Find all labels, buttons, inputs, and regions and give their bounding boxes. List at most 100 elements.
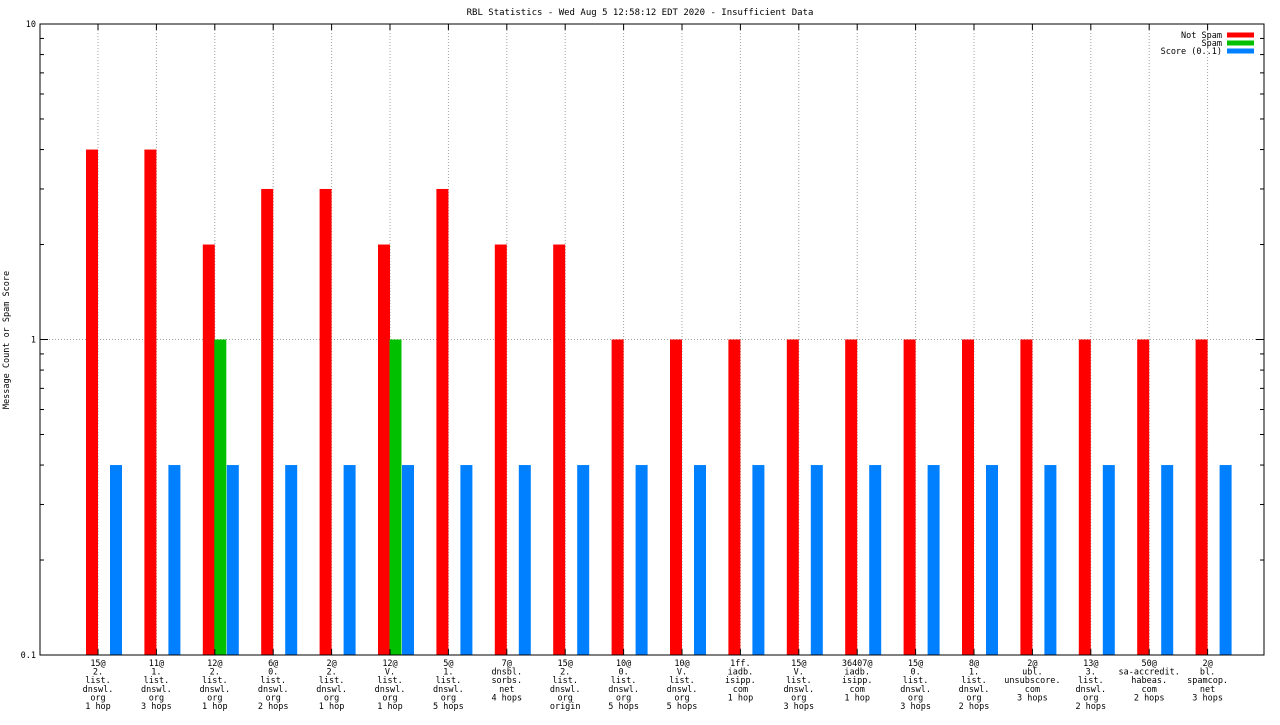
bar-not-spam-13 [786, 339, 799, 655]
bar-score-0-1-10 [635, 465, 648, 655]
x-tick-label-line: 3 hops [141, 702, 172, 712]
x-tick-label-line: list. [903, 676, 929, 686]
x-tick-label-line: 3 hops [1017, 693, 1048, 703]
x-tick-label-line: iadb. [844, 668, 870, 678]
x-tick-label-line: 13@ [1083, 659, 1098, 669]
bar-score-0-1-3 [226, 465, 239, 655]
legend-swatch [1227, 40, 1254, 46]
x-tick-label-line: org [441, 693, 456, 703]
tick-layer: 0.1 1 10 [21, 20, 1264, 661]
bar-not-spam-7 [436, 188, 449, 655]
x-tick-label-line: 2@ [1202, 659, 1212, 669]
x-tick-label-line: dnswl. [433, 685, 464, 695]
x-tick-label-line: isipp. [842, 676, 873, 686]
x-tick-label-line: org [207, 693, 222, 703]
x-tick-label-line: 50@ [1142, 659, 1157, 669]
bar-score-0-1-4 [285, 465, 298, 655]
x-tick-label-line: list. [202, 676, 228, 686]
x-tick-label-line: dnswl. [375, 685, 406, 695]
x-tick-label-line: dnswl. [83, 685, 114, 695]
x-tick-label-line: spamcop. [1187, 676, 1228, 686]
x-tick-label-line: 2@ [1027, 659, 1037, 669]
x-tick-label-line: org [324, 693, 339, 703]
bar-not-spam-3 [202, 244, 215, 656]
x-tick-label-line: org [90, 693, 105, 703]
y-axis-label: Message Count or Spam Score [2, 271, 12, 409]
x-tick-label-line: dnsbl. [491, 668, 522, 678]
x-tick-label-line: 2. [210, 668, 220, 678]
y-tick-label: 10 [26, 20, 36, 30]
x-tick-label-line: dnswl. [1075, 685, 1106, 695]
x-tick-label-line: 15@ [908, 659, 923, 669]
bar-score-0-1-11 [694, 465, 706, 655]
x-tick-label-line: 7@ [502, 659, 512, 669]
x-tick-label-line: 0. [618, 668, 628, 678]
x-tick-label-line: list. [611, 676, 637, 686]
x-tick-label-line: dnswl. [959, 685, 990, 695]
x-tick-label-line: 1 hop [85, 702, 111, 712]
x-tick-label-line: 8@ [969, 659, 979, 669]
bar-score-0-1-7 [460, 465, 473, 655]
x-tick-label-line: dnswl. [550, 685, 581, 695]
x-tick-label-line: org [382, 693, 397, 703]
x-tick-label-line: 36407@ [842, 659, 873, 669]
x-tick-label-line: 6@ [268, 659, 278, 669]
bar-not-spam-2 [144, 149, 157, 655]
legend-swatch [1227, 32, 1254, 38]
bar-score-0-1-5 [343, 465, 356, 655]
legend-label: Score (0..1) [1161, 47, 1222, 57]
x-tick-label-line: unsubscore. [1004, 676, 1060, 686]
bar-not-spam-8 [494, 244, 507, 656]
x-tick-label-line: list. [961, 676, 987, 686]
y-tick-label: 1 [31, 336, 36, 346]
x-tick-label-line: com [733, 685, 748, 695]
bar-score-0-1-15 [927, 465, 940, 655]
x-tick-label-line: 2. [93, 668, 103, 678]
bar-not-spam-6 [378, 244, 390, 656]
x-tick-label-line: 10@ [674, 659, 689, 669]
x-tick-label-line: org [616, 693, 631, 703]
x-tick-label-line: 2 hops [959, 702, 990, 712]
bar-score-0-1-20 [1219, 465, 1232, 655]
x-tick-label-line: 5 hops [608, 702, 639, 712]
x-tick-label-line: com [850, 685, 865, 695]
x-tick-label-line: list. [552, 676, 578, 686]
x-tick-label-line: dnswl. [258, 685, 289, 695]
x-tick-label-line: 0. [268, 668, 278, 678]
x-tick-label-line: com [1142, 685, 1157, 695]
x-tick-label-line: list. [85, 676, 111, 686]
bar-not-spam-5 [319, 188, 332, 655]
x-tick-label-line: 15@ [558, 659, 573, 669]
x-tick-label-line: 10@ [616, 659, 631, 669]
legend-swatch [1227, 48, 1254, 54]
x-tick-label-line: com [1025, 685, 1040, 695]
bar-layer [86, 149, 1232, 656]
bar-score-0-1-6 [402, 465, 414, 655]
x-tick-label-line: org [966, 693, 981, 703]
x-tick-label-line: list. [144, 676, 170, 686]
bar-not-spam-14 [845, 339, 858, 655]
x-tick-label-line: org [908, 693, 923, 703]
x-tick-label-line: dnswl. [199, 685, 230, 695]
x-tick-label-line: 3 hops [900, 702, 931, 712]
bar-not-spam-15 [903, 339, 916, 655]
legend-label: Spam [1202, 39, 1222, 49]
x-tick-label-line: 1 hop [844, 693, 870, 703]
legend-label: Not Spam [1181, 31, 1222, 41]
x-tick-label-line: 2. [560, 668, 570, 678]
x-tick-label-line: org [1083, 693, 1098, 703]
bar-score-0-1-9 [577, 465, 590, 655]
x-tick-label-line: org [266, 693, 281, 703]
bar-not-spam-17 [1020, 339, 1033, 655]
